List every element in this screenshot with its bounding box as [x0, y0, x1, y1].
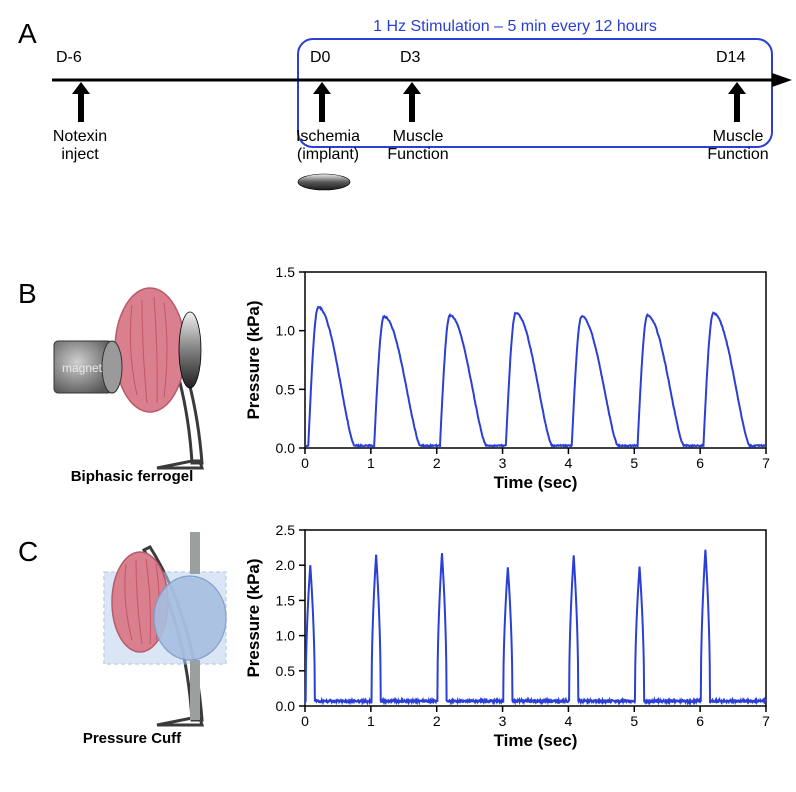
svg-text:Pressure (kPa): Pressure (kPa): [244, 558, 263, 677]
panel-letter-a: A: [18, 18, 37, 50]
arrow-muscle3: [403, 82, 421, 122]
svg-text:7: 7: [762, 455, 770, 471]
svg-text:Time (sec): Time (sec): [494, 473, 578, 492]
svg-text:1: 1: [367, 713, 375, 729]
chart-cuff: 0 1 2 3 4 5 6 7 0.0 0.5 1.0 1.5 2.0 2.5 Time (sec) Pres…: [243, 520, 778, 752]
implant-icon: [296, 172, 352, 192]
svg-text:1.0: 1.0: [276, 628, 296, 644]
label-muscle14: Muscle Function: [698, 128, 778, 164]
svg-text:Pressure (kPa): Pressure (kPa): [244, 300, 263, 419]
panel-letter-c: C: [18, 536, 38, 568]
label-ferrogel: Biphasic ferrogel: [52, 468, 212, 485]
diagram-cuff: [42, 532, 237, 727]
label-muscle3: Muscle Function: [378, 128, 458, 164]
label-ischemia: Ischemia (implant): [288, 128, 368, 164]
svg-text:4: 4: [565, 713, 573, 729]
svg-text:0.5: 0.5: [276, 663, 296, 679]
arrow-notexin: [72, 82, 90, 122]
svg-text:0.5: 0.5: [276, 381, 296, 397]
svg-text:0.0: 0.0: [276, 698, 296, 714]
svg-text:5: 5: [630, 713, 638, 729]
svg-text:0: 0: [301, 455, 309, 471]
svg-text:1: 1: [367, 455, 375, 471]
svg-text:1.5: 1.5: [276, 264, 296, 280]
panel-letter-b: B: [18, 278, 37, 310]
label-cuff: Pressure Cuff: [52, 730, 212, 747]
svg-text:1.5: 1.5: [276, 592, 296, 608]
timeline-axis: [52, 70, 792, 90]
svg-text:7: 7: [762, 713, 770, 729]
svg-text:2: 2: [433, 455, 441, 471]
svg-text:4: 4: [565, 455, 573, 471]
svg-text:0: 0: [301, 713, 309, 729]
arrow-muscle14: [728, 82, 746, 122]
chart-ferrogel: 0 1 2 3 4 5 6 7 0.0 0.5 1.0 1.5 Time (sec) Pressure (…: [243, 262, 778, 494]
arrow-ischemia: [313, 82, 331, 122]
svg-text:0.0: 0.0: [276, 440, 296, 456]
stim-text: 1 Hz Stimulation – 5 min every 12 hours: [305, 18, 725, 36]
svg-text:2: 2: [433, 713, 441, 729]
label-notexin: Notexin inject: [45, 128, 115, 164]
svg-text:5: 5: [630, 455, 638, 471]
marker-d3: D3: [400, 49, 420, 67]
svg-text:3: 3: [499, 455, 507, 471]
marker-d0: D0: [310, 49, 330, 67]
svg-text:1.0: 1.0: [276, 323, 296, 339]
diagram-ferrogel: magnet: [42, 275, 237, 470]
svg-text:6: 6: [696, 713, 704, 729]
svg-text:6: 6: [696, 455, 704, 471]
svg-text:2.0: 2.0: [276, 557, 296, 573]
marker-d14: D14: [716, 49, 745, 67]
marker-d-6: D-6: [56, 49, 82, 67]
svg-text:3: 3: [499, 713, 507, 729]
svg-text:magnet: magnet: [62, 361, 103, 375]
svg-text:2.5: 2.5: [276, 522, 296, 538]
svg-text:Time (sec): Time (sec): [494, 731, 578, 750]
